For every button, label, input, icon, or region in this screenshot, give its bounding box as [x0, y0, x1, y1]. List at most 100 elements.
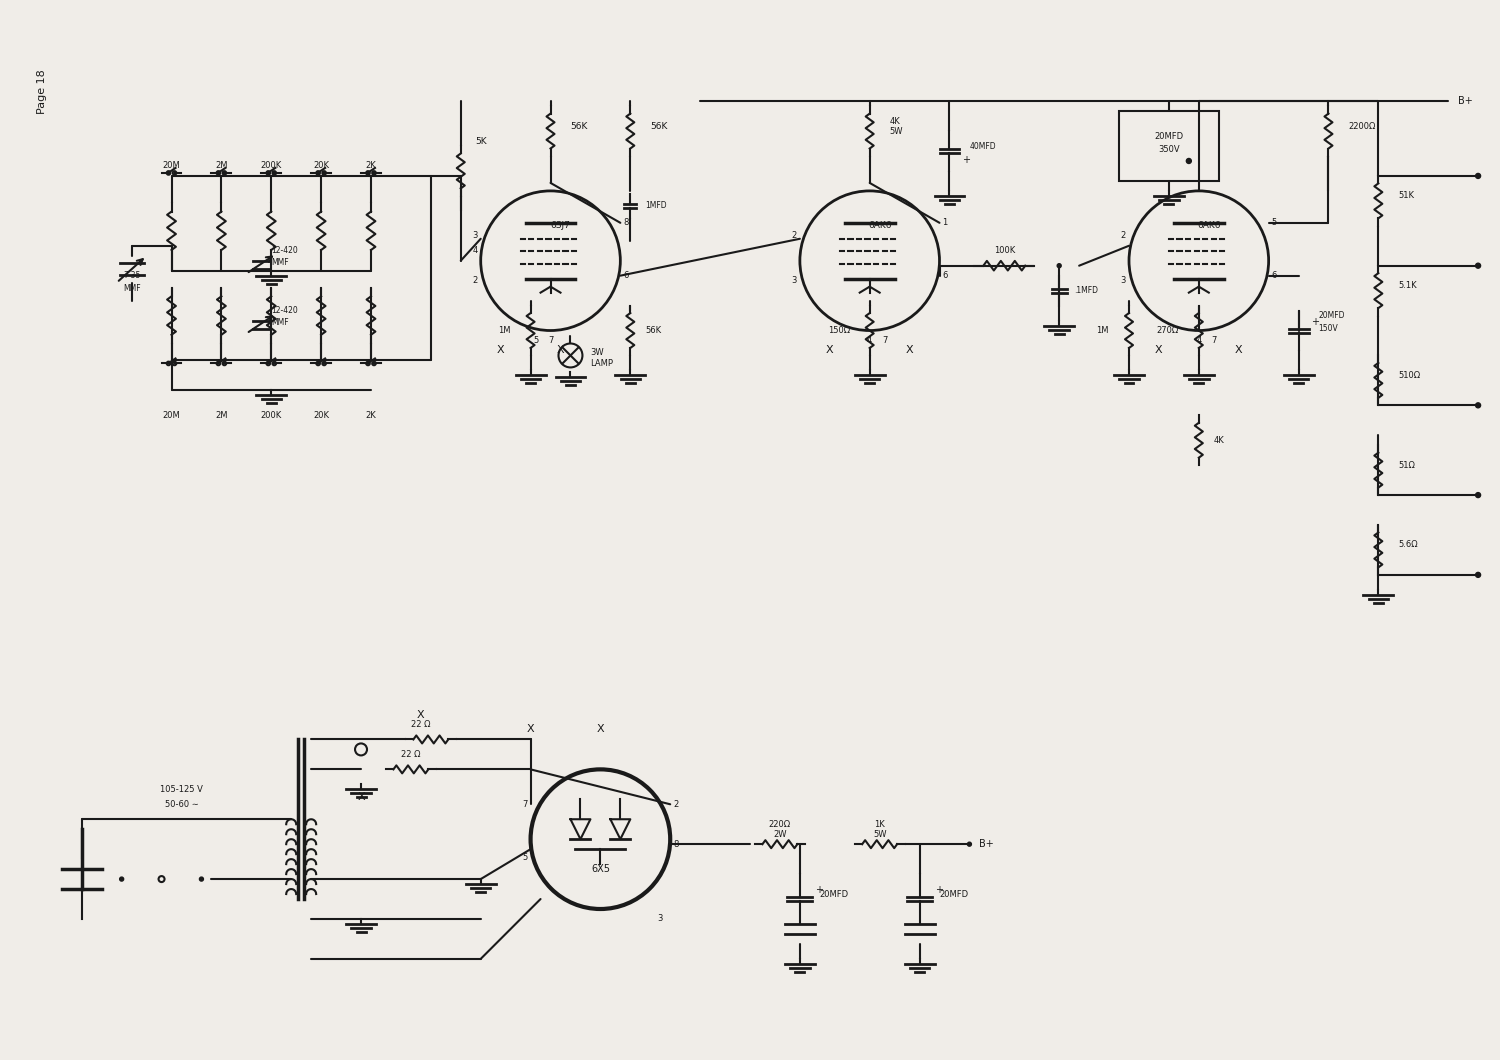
Text: 200K: 200K	[261, 411, 282, 420]
Text: 12-420: 12-420	[272, 246, 298, 255]
Text: 350V: 350V	[1158, 144, 1179, 154]
Text: 3W: 3W	[591, 348, 604, 357]
Text: X: X	[827, 346, 834, 355]
Text: 5: 5	[1272, 218, 1276, 227]
Text: 1K: 1K	[874, 819, 885, 829]
Text: 4K: 4K	[1214, 436, 1224, 445]
Text: 5W: 5W	[873, 830, 886, 838]
Text: 4K: 4K	[890, 117, 900, 125]
Text: 3: 3	[1120, 277, 1126, 285]
Text: 2W: 2W	[772, 830, 786, 838]
Text: 2K: 2K	[366, 411, 376, 420]
Text: 5K: 5K	[476, 137, 488, 145]
Circle shape	[1476, 493, 1480, 497]
Text: 7: 7	[522, 800, 528, 809]
Text: 2K: 2K	[366, 161, 376, 171]
Text: Page 18: Page 18	[38, 69, 46, 113]
Text: 8: 8	[674, 840, 678, 849]
Circle shape	[200, 877, 204, 881]
Circle shape	[1476, 572, 1480, 578]
Circle shape	[968, 843, 972, 846]
Text: +: +	[934, 885, 944, 895]
Circle shape	[1476, 174, 1480, 178]
Text: +: +	[816, 885, 824, 895]
Text: 6AK6: 6AK6	[868, 222, 891, 230]
Text: 20K: 20K	[314, 411, 328, 420]
Text: 56K: 56K	[645, 326, 662, 335]
Text: 6SJ7: 6SJ7	[550, 222, 570, 230]
Text: 5.6Ω: 5.6Ω	[1398, 541, 1417, 549]
Text: B+: B+	[980, 840, 994, 849]
Text: 22 Ω: 22 Ω	[400, 749, 420, 759]
Text: 51K: 51K	[1398, 192, 1414, 200]
Text: 4: 4	[867, 336, 873, 344]
Text: 5W: 5W	[890, 126, 903, 136]
Text: 220Ω: 220Ω	[770, 819, 790, 829]
Text: 5: 5	[522, 852, 528, 862]
Text: 50-60 ∼: 50-60 ∼	[165, 800, 198, 809]
Text: 7: 7	[1210, 336, 1216, 344]
Text: X: X	[556, 346, 564, 355]
Text: 6X5: 6X5	[591, 864, 610, 874]
Text: 2M: 2M	[214, 411, 228, 420]
Text: 105-125 V: 105-125 V	[160, 784, 202, 794]
Text: 2: 2	[472, 277, 477, 285]
Text: MMF: MMF	[272, 259, 290, 267]
Text: 3: 3	[472, 231, 477, 241]
Text: 20M: 20M	[162, 411, 180, 420]
Text: +: +	[1311, 317, 1320, 326]
Text: 510Ω: 510Ω	[1398, 371, 1420, 379]
Text: 6: 6	[942, 271, 948, 280]
Text: MMF: MMF	[272, 318, 290, 328]
Text: 1M: 1M	[498, 326, 510, 335]
Text: 5.1K: 5.1K	[1398, 281, 1417, 290]
Text: 2: 2	[674, 800, 678, 809]
Text: 200K: 200K	[261, 161, 282, 171]
Text: 270Ω: 270Ω	[1156, 326, 1179, 335]
Text: 20K: 20K	[314, 161, 328, 171]
Circle shape	[1058, 264, 1060, 268]
Text: 5: 5	[532, 336, 538, 344]
Text: 4: 4	[1196, 336, 1202, 344]
Text: 3: 3	[657, 914, 663, 923]
Text: 6AK6: 6AK6	[1197, 222, 1221, 230]
Text: 7: 7	[882, 336, 888, 344]
Text: 8: 8	[624, 218, 628, 227]
Text: 1MFD: 1MFD	[645, 201, 668, 210]
Text: 40MFD: 40MFD	[969, 141, 996, 151]
Text: LAMP: LAMP	[591, 359, 613, 368]
Text: 56K: 56K	[651, 122, 668, 130]
Text: B+: B+	[1458, 96, 1473, 106]
Text: 2M: 2M	[214, 161, 228, 171]
Text: 20MFD: 20MFD	[1155, 131, 1184, 141]
Text: 6: 6	[1272, 271, 1276, 280]
Text: 12-420: 12-420	[272, 306, 298, 315]
Text: 20MFD: 20MFD	[1318, 311, 1346, 320]
Text: 150Ω: 150Ω	[828, 326, 849, 335]
Text: X: X	[597, 724, 604, 735]
Text: 4: 4	[472, 246, 477, 255]
Text: X: X	[1234, 346, 1242, 355]
Circle shape	[120, 877, 123, 881]
Text: X: X	[526, 724, 534, 735]
Text: 100K: 100K	[993, 246, 1016, 255]
Text: 51Ω: 51Ω	[1398, 461, 1414, 470]
Text: 1M: 1M	[1096, 326, 1108, 335]
Text: 2: 2	[792, 231, 796, 241]
Text: 2200Ω: 2200Ω	[1348, 122, 1376, 130]
Text: MMF: MMF	[123, 284, 141, 294]
Text: 6: 6	[624, 271, 628, 280]
Text: X: X	[1155, 346, 1162, 355]
Text: X: X	[357, 792, 364, 802]
Text: .1MFD: .1MFD	[1074, 286, 1098, 295]
Circle shape	[1186, 159, 1191, 163]
Text: X: X	[417, 709, 424, 720]
Text: 7: 7	[548, 336, 554, 344]
Text: X: X	[496, 346, 504, 355]
Text: 22 Ω: 22 Ω	[411, 720, 430, 729]
Text: +: +	[963, 155, 970, 165]
Text: 56K: 56K	[570, 122, 588, 130]
Circle shape	[1476, 403, 1480, 408]
Text: 150V: 150V	[1318, 324, 1338, 333]
Text: 20MFD: 20MFD	[821, 889, 849, 899]
